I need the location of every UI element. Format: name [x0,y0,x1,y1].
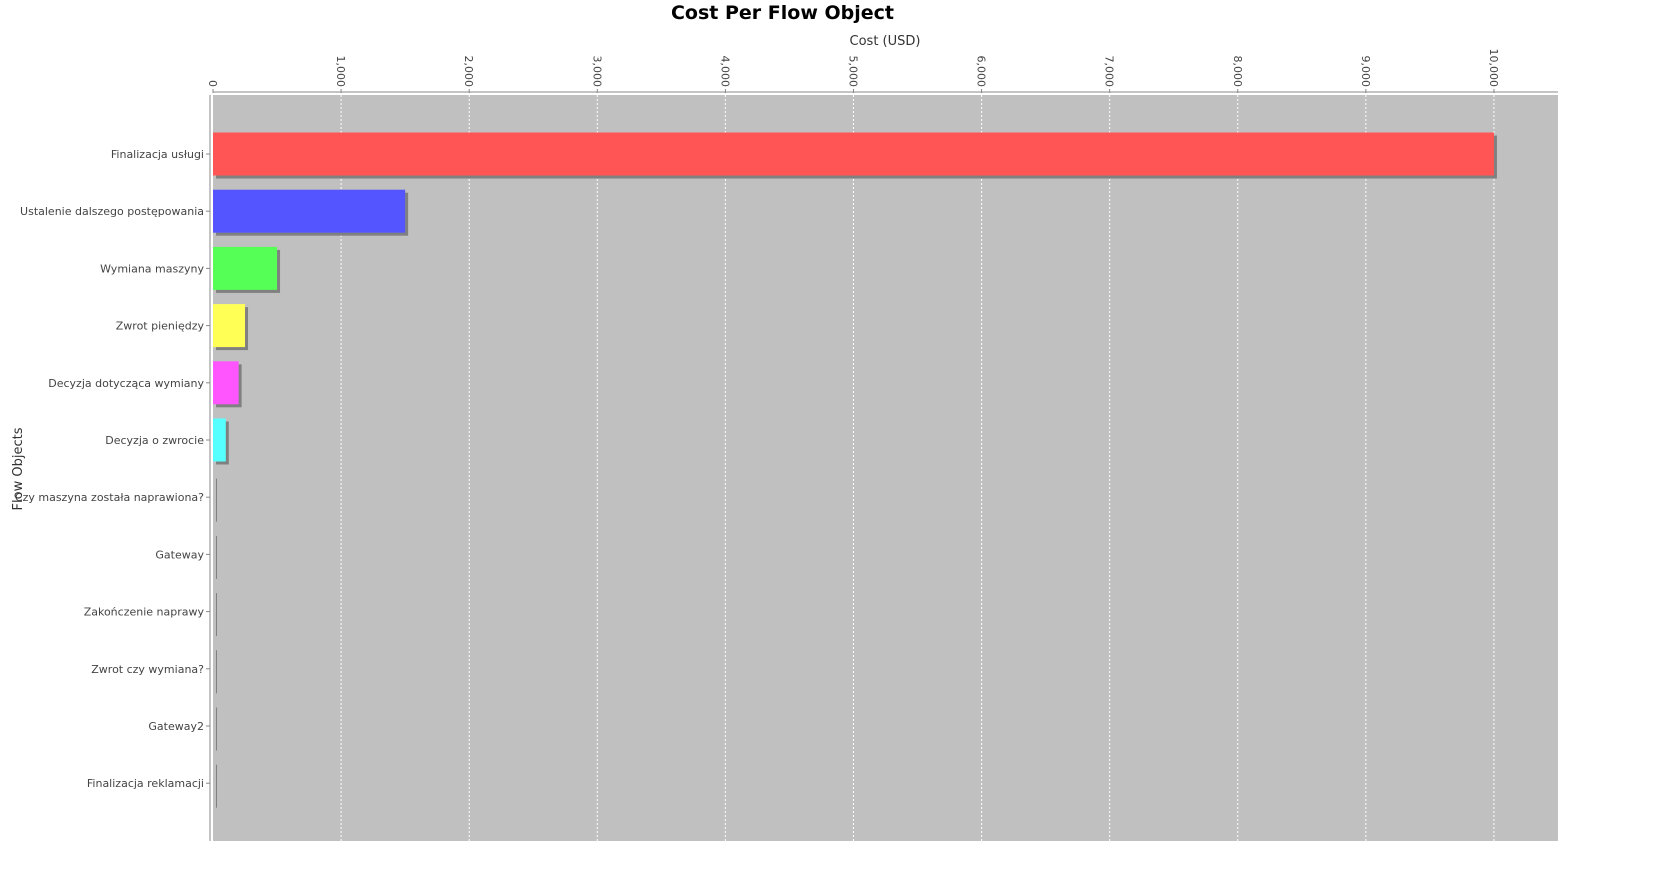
bar [213,647,214,691]
bars [213,132,1497,808]
plot-area [213,95,1558,841]
x-tick-label: 10,000 [1487,49,1500,88]
category-label: Zwrot czy wymiana? [91,663,204,676]
bar [213,246,278,290]
category-label: Decyzja dotycząca wymiany [48,377,204,390]
x-tick-label: 3,000 [590,56,603,88]
category-label: Gateway2 [148,720,204,733]
category-label: Zakończenie naprawy [84,606,205,619]
category-label: Gateway [155,548,204,561]
bar [213,704,214,748]
bar-shadow [216,707,217,751]
x-tick-label: 6,000 [975,56,988,88]
bar-shadow [216,650,217,694]
x-tick-label: 0 [206,80,219,87]
x-tick-label: 5,000 [846,56,859,88]
category-label: Finalizacja reklamacji [87,777,204,790]
category-label: Wymiana maszyny [100,262,204,275]
bar-shadow [216,478,217,522]
category-label: Czy maszyna została naprawiona? [15,491,204,504]
grid-lines [340,95,1495,841]
bar [213,532,214,576]
category-label: Zwrot pieniędzy [116,320,205,333]
bar-shadow [216,764,217,808]
bar [213,475,214,519]
bar [213,304,246,348]
x-axis-label: Cost (USD) [850,34,921,49]
x-tick-label: 4,000 [718,56,731,88]
x-tick-label: 7,000 [1103,56,1116,88]
bar [213,590,214,634]
x-tick-label: 2,000 [462,56,475,88]
axes: 0 1,000 2,000 3,000 4,000 5,000 6,000 7,000 8,00… [15,49,1558,841]
x-tick-label: 9,000 [1359,56,1372,88]
bar-shadow [216,535,217,579]
bar [213,361,239,405]
chart-title: Cost Per Flow Object [670,2,894,24]
x-tick-label: 8,000 [1231,56,1244,88]
y-axis-label: Flow Objects [11,427,26,510]
category-label: Decyzja o zwrocie [105,434,204,447]
category-label: Finalizacja usługi [111,148,204,161]
bar [213,418,226,462]
bar-shadow [216,593,217,637]
bar [213,189,406,233]
x-tick-label: 1,000 [334,56,347,88]
bar [213,761,214,805]
bar [213,132,1494,176]
category-label: Ustalenie dalszego postępowania [20,205,204,218]
